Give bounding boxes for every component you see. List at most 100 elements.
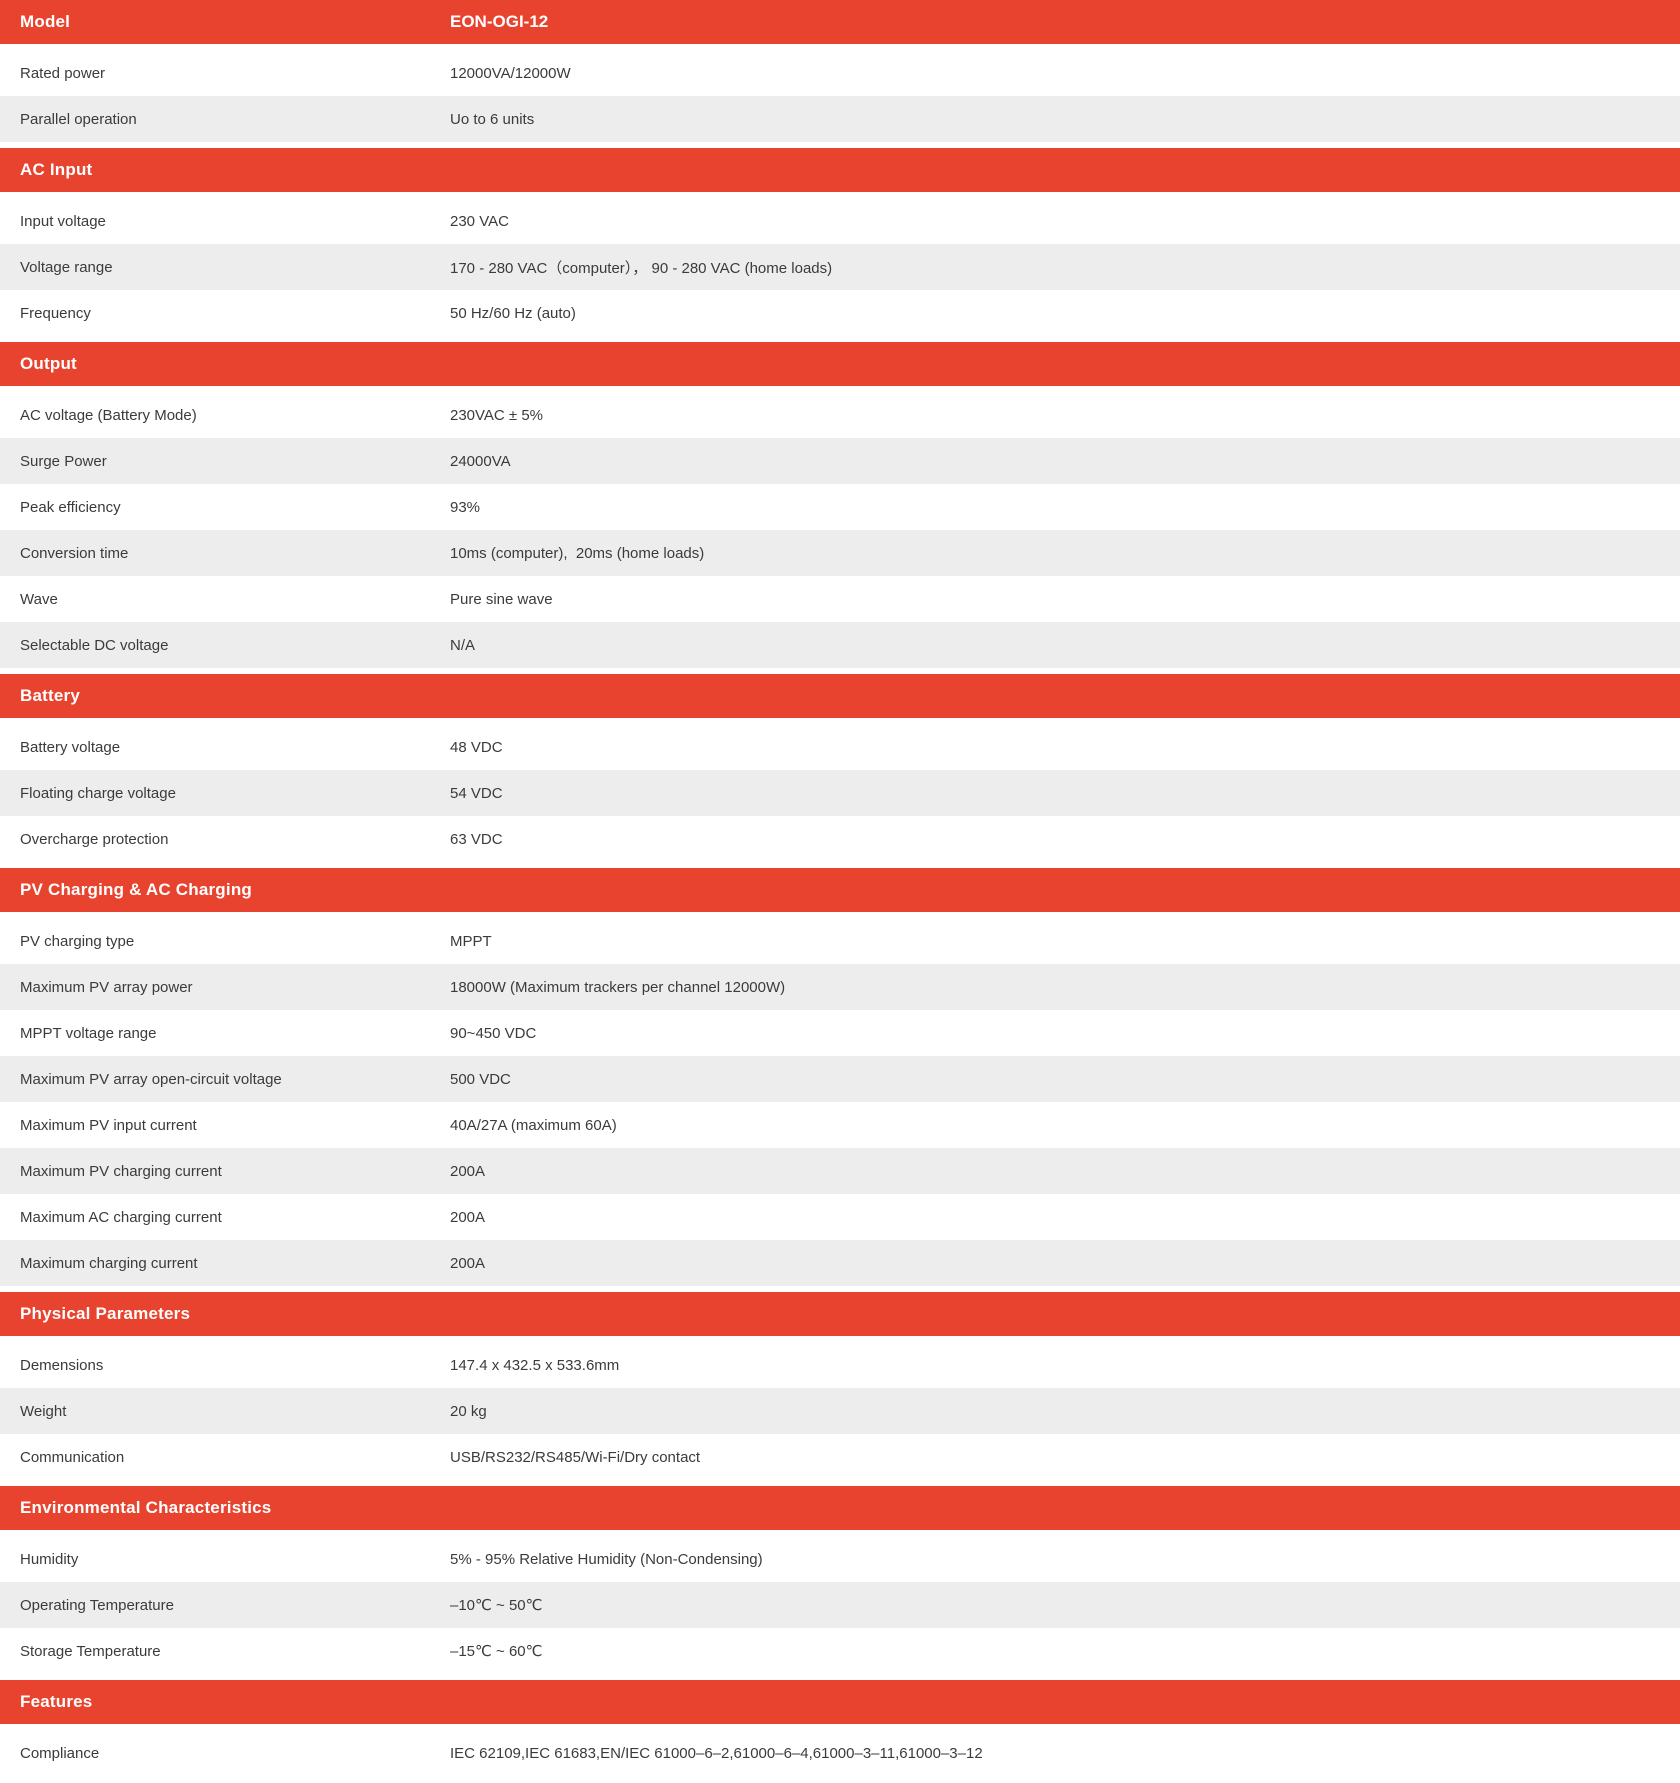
section-title: Model [20, 12, 71, 31]
spec-row: Input voltage 230 VAC [0, 198, 1680, 244]
spec-value: 200A [450, 1254, 486, 1272]
spec-value: 10ms (computer), 20ms (home loads) [450, 544, 705, 562]
spec-label: Maximum charging current [20, 1254, 198, 1272]
spec-value: 230 VAC [450, 212, 509, 230]
spec-label: Maximum PV array open-circuit voltage [20, 1070, 282, 1088]
spec-row: Maximum AC charging current 200A [0, 1194, 1680, 1240]
spec-value: 50 Hz/60 Hz (auto) [450, 304, 576, 322]
spec-label: Compliance [20, 1744, 100, 1762]
spec-value: 18000W (Maximum trackers per channel 120… [450, 978, 786, 996]
spec-value: –15℃ ~ 60℃ [450, 1643, 543, 1660]
spec-row: Wave Pure sine wave [0, 576, 1680, 622]
spec-label: Battery voltage [20, 738, 121, 756]
section-title: PV Charging & AC Charging [20, 880, 252, 899]
spec-row: Peak efficiency 93% [0, 484, 1680, 530]
spec-value: 500 VDC [450, 1070, 511, 1088]
section-title: Output [20, 354, 77, 373]
section-title: Environmental Characteristics [20, 1498, 272, 1517]
spec-label: Maximum AC charging current [20, 1208, 222, 1226]
spec-row: Maximum charging current 200A [0, 1240, 1680, 1286]
spec-label: Demensions [20, 1356, 104, 1374]
spec-label: Humidity [20, 1550, 79, 1568]
spec-value: 24000VA [450, 452, 511, 470]
spec-value: 230VAC ± 5% [450, 406, 544, 424]
spec-row: Frequency 50 Hz/60 Hz (auto) [0, 290, 1680, 336]
spec-row: Battery voltage 48 VDC [0, 724, 1680, 770]
spec-label: Maximum PV input current [20, 1116, 197, 1134]
spec-row: Parallel operation Uo to 6 units [0, 96, 1680, 142]
spec-value: 170 - 280 VAC（computer）， 90 - 280 VAC (h… [450, 259, 833, 277]
spec-label: Overcharge protection [20, 830, 169, 848]
spec-value: 90~450 VDC [450, 1024, 537, 1042]
spec-row: Communication USB/RS232/RS485/Wi-Fi/Dry … [0, 1434, 1680, 1480]
spec-label: Communication [20, 1448, 125, 1466]
spec-value: 147.4 x 432.5 x 533.6mm [450, 1356, 620, 1374]
section-header: Features [0, 1680, 1680, 1724]
spec-row: Humidity 5% - 95% Relative Humidity (Non… [0, 1536, 1680, 1582]
spec-label: Surge Power [20, 452, 107, 470]
spec-row: Maximum PV charging current 200A [0, 1148, 1680, 1194]
spec-row: Compliance IEC 62109,IEC 61683,EN/IEC 61… [0, 1730, 1680, 1776]
spec-value: 12000VA/12000W [450, 64, 571, 82]
spec-value: 200A [450, 1208, 486, 1226]
spec-value: 5% - 95% Relative Humidity (Non-Condensi… [450, 1550, 763, 1568]
spec-label: AC voltage (Battery Mode) [20, 406, 197, 424]
spec-label: Input voltage [20, 212, 106, 230]
spec-label: Maximum PV array power [20, 978, 193, 996]
spec-label: Conversion time [20, 544, 129, 562]
spec-label: Storage Temperature [20, 1642, 161, 1660]
section-title: Battery [20, 686, 80, 705]
spec-row: Surge Power 24000VA [0, 438, 1680, 484]
spec-row: Rated power 12000VA/12000W [0, 50, 1680, 96]
section-header: PV Charging & AC Charging [0, 868, 1680, 912]
spec-row: Storage Temperature –15℃ ~ 60℃ [0, 1628, 1680, 1674]
section-header: Environmental Characteristics [0, 1486, 1680, 1530]
spec-label: Frequency [20, 304, 91, 322]
spec-label: MPPT voltage range [20, 1024, 157, 1042]
spec-row: AC voltage (Battery Mode) 230VAC ± 5% [0, 392, 1680, 438]
section-header: Output [0, 342, 1680, 386]
spec-value: 63 VDC [450, 830, 503, 848]
spec-row: MPPT voltage range 90~450 VDC [0, 1010, 1680, 1056]
spec-row: Floating charge voltage 54 VDC [0, 770, 1680, 816]
spec-row: Conversion time 10ms (computer), 20ms (h… [0, 530, 1680, 576]
spec-label: Rated power [20, 64, 106, 82]
spec-label: Operating Temperature [20, 1596, 174, 1614]
section-title: AC Input [20, 160, 93, 179]
spec-value: Uo to 6 units [450, 110, 535, 128]
spec-label: Selectable DC voltage [20, 636, 169, 654]
spec-value: –10℃ ~ 50℃ [450, 1597, 543, 1614]
spec-label: Parallel operation [20, 110, 137, 128]
spec-row: Operating Temperature –10℃ ~ 50℃ [0, 1582, 1680, 1628]
spec-row: Maximum PV array power 18000W (Maximum t… [0, 964, 1680, 1010]
section-header: Battery [0, 674, 1680, 718]
spec-value: USB/RS232/RS485/Wi-Fi/Dry contact [450, 1448, 701, 1466]
spec-row: Selectable DC voltage N/A [0, 622, 1680, 668]
spec-value: MPPT [450, 932, 492, 950]
spec-value: 20 kg [450, 1402, 487, 1420]
spec-value: 93% [450, 498, 481, 516]
section-title: Physical Parameters [20, 1304, 191, 1323]
section-header: Model EON-OGI-12 [0, 0, 1680, 44]
spec-row: Weight 20 kg [0, 1388, 1680, 1434]
spec-value: Pure sine wave [450, 590, 553, 608]
spec-row: PV charging type MPPT [0, 918, 1680, 964]
spec-value: 40A/27A (maximum 60A) [450, 1116, 617, 1134]
section-header: AC Input [0, 148, 1680, 192]
spec-label: Maximum PV charging current [20, 1162, 222, 1180]
spec-value: N/A [450, 636, 476, 654]
section-title: Features [20, 1692, 93, 1711]
spec-row: Maximum PV array open-circuit voltage 50… [0, 1056, 1680, 1102]
spec-label: Voltage range [20, 258, 113, 276]
spec-row: Voltage range 170 - 280 VAC（computer）， 9… [0, 244, 1680, 290]
spec-label: Wave [20, 590, 58, 608]
section-header: Physical Parameters [0, 1292, 1680, 1336]
spec-row: Overcharge protection 63 VDC [0, 816, 1680, 862]
spec-value: IEC 62109,IEC 61683,EN/IEC 61000–6–2,610… [450, 1744, 983, 1762]
spec-label: Peak efficiency [20, 498, 121, 516]
spec-label: Floating charge voltage [20, 784, 176, 802]
spec-value: 48 VDC [450, 738, 503, 756]
spec-value: 200A [450, 1162, 486, 1180]
spec-row: Demensions 147.4 x 432.5 x 533.6mm [0, 1342, 1680, 1388]
